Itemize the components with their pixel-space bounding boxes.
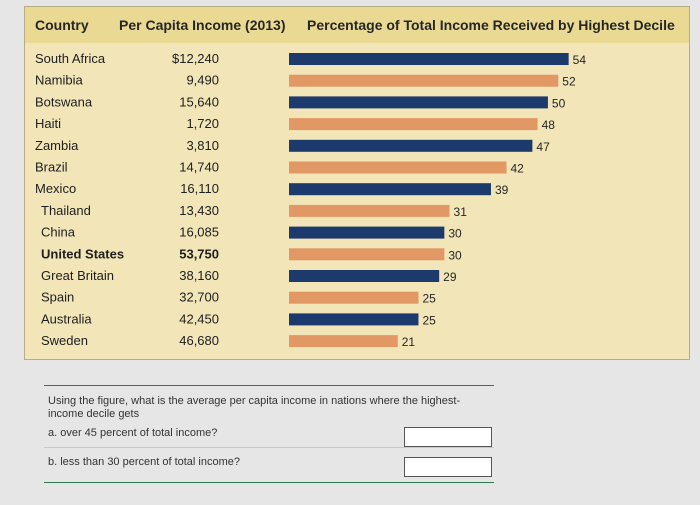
country-label: Mexico [35, 181, 76, 196]
country-label: Great Britain [41, 268, 114, 283]
income-label: 16,085 [179, 225, 219, 240]
bar [289, 74, 559, 87]
bar [289, 118, 538, 131]
country-label: Zambia [35, 138, 79, 153]
bar [289, 139, 533, 152]
bar-value-label: 52 [562, 75, 576, 89]
bar-value-label: 25 [422, 313, 436, 327]
bar-value-label: 50 [552, 96, 566, 110]
answer-a-input[interactable] [404, 427, 492, 447]
bar [289, 161, 507, 174]
country-label: Brazil [35, 160, 68, 175]
bar [289, 335, 398, 348]
country-label: Thailand [41, 203, 91, 218]
income-label: 32,700 [179, 290, 219, 305]
income-label: 16,110 [180, 181, 219, 196]
bar [289, 291, 419, 304]
country-label: Sweden [41, 333, 88, 348]
country-label: Spain [41, 290, 74, 305]
question-prompt: Using the figure, what is the average pe… [48, 395, 461, 420]
country-label: China [41, 225, 76, 240]
country-label: Australia [41, 311, 92, 326]
income-label: 3,810 [186, 138, 219, 153]
divider [44, 482, 494, 483]
bar-value-label: 30 [448, 227, 462, 241]
bar-value-label: 39 [495, 183, 509, 197]
bar-value-label: 31 [454, 205, 468, 219]
country-label: Botswana [35, 94, 93, 109]
income-label: 1,720 [186, 116, 219, 131]
country-label: Namibia [35, 73, 83, 88]
answer-b-input[interactable] [404, 457, 492, 477]
header-income: Per Capita Income (2013) [119, 17, 286, 33]
bar-value-label: 54 [573, 53, 587, 67]
bar-value-label: 29 [443, 270, 457, 284]
bar [289, 313, 419, 326]
header-country: Country [35, 17, 89, 33]
divider [44, 385, 494, 386]
bar-value-label: 48 [542, 118, 556, 132]
income-label: 38,160 [179, 268, 219, 283]
bar-value-label: 25 [422, 292, 436, 306]
bar [289, 226, 445, 239]
question-block: Using the figure, what is the average pe… [44, 385, 498, 485]
income-label: 42,450 [179, 311, 219, 326]
income-label: 9,490 [186, 73, 219, 88]
income-label: 13,430 [179, 203, 219, 218]
bar [289, 53, 569, 65]
header-bar: Country Per Capita Income (2013) Percent… [25, 7, 689, 43]
bar-value-label: 47 [536, 140, 550, 154]
bar-value-label: 42 [511, 162, 525, 176]
bar-value-label: 30 [448, 248, 462, 262]
bar-value-label: 21 [402, 335, 416, 349]
income-label: 46,680 [179, 333, 219, 348]
income-label: 53,750 [179, 246, 219, 261]
bar [289, 270, 440, 282]
income-label: 14,740 [179, 160, 219, 175]
country-label: Haiti [35, 116, 61, 131]
bar [289, 183, 491, 196]
bar [289, 96, 548, 109]
header-percentage: Percentage of Total Income Received by H… [307, 17, 675, 33]
divider [44, 447, 494, 448]
question-part-a: a. over 45 percent of total income? [48, 427, 218, 439]
income-label: 15,640 [179, 94, 219, 109]
country-label: United States [41, 246, 124, 261]
bar-chart: South Africa $12,240 54 Namibia 9,490 52 Botsw… [35, 51, 587, 349]
bar [289, 248, 445, 261]
country-label: South Africa [35, 51, 106, 66]
chart-panel: Country Per Capita Income (2013) Percent… [24, 6, 690, 360]
bar [289, 204, 450, 217]
income-label: $12,240 [172, 51, 219, 66]
question-part-b: b. less than 30 percent of total income? [48, 456, 241, 468]
